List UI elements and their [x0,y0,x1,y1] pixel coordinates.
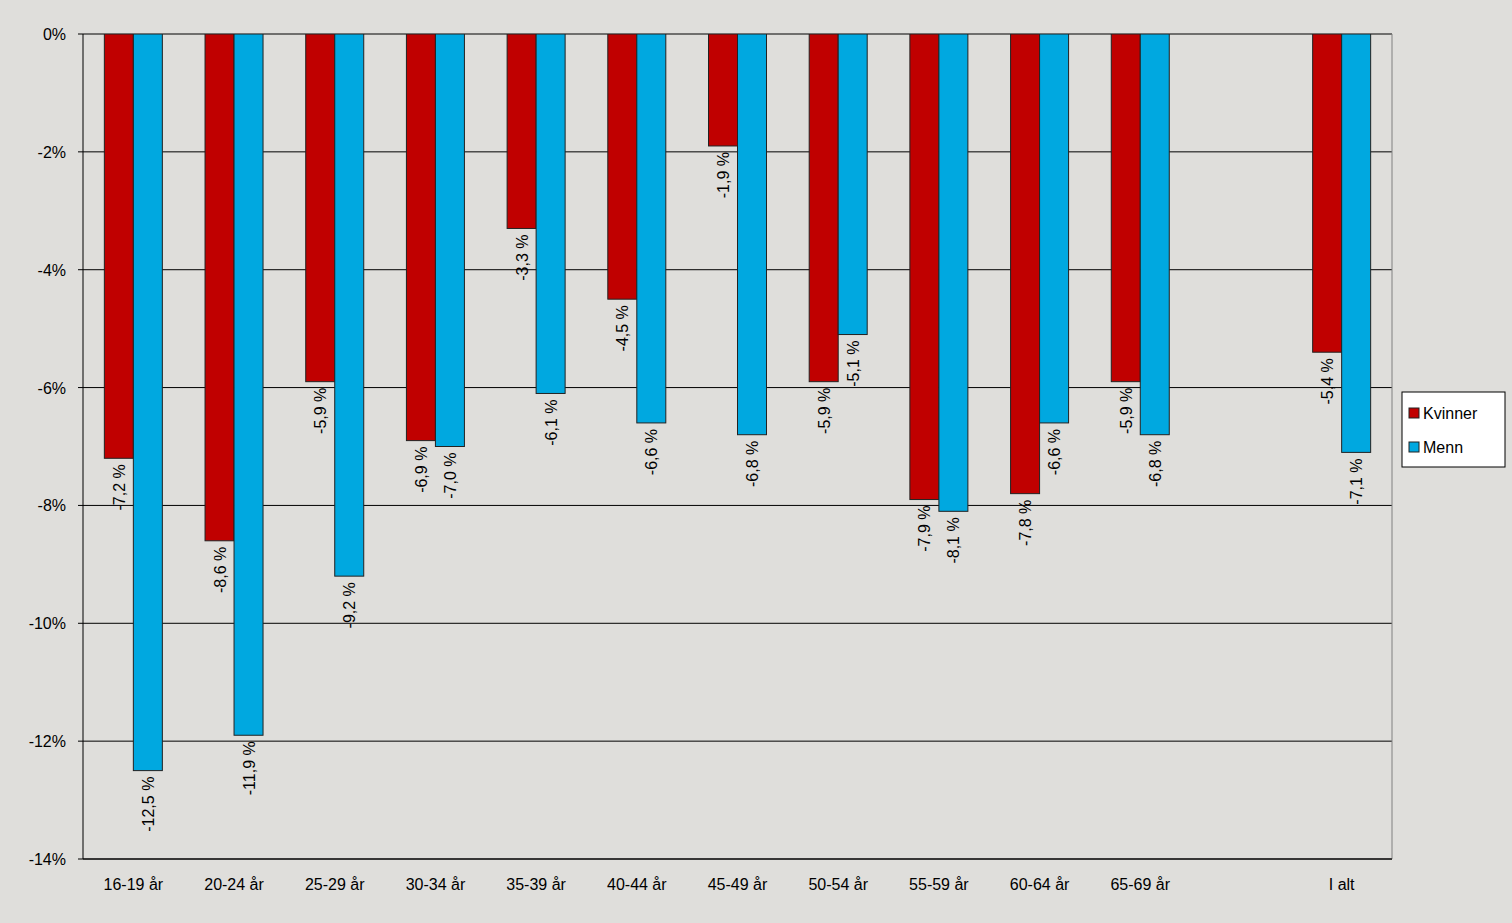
tick-mark [78,505,83,506]
category-label: 35-39 år [506,876,566,893]
grid-line [83,859,1392,860]
bar [1040,34,1069,423]
data-label: -3,3 % [514,234,531,280]
data-label: -5,9 % [816,388,833,434]
tick-label: -6% [38,380,66,397]
bar [234,34,263,735]
data-label: -5,4 % [1319,358,1336,404]
grid-line [83,741,1392,742]
bar [1011,34,1040,494]
category-label: 20-24 år [204,876,264,893]
data-label: -7,9 % [916,506,933,552]
bar [1140,34,1169,435]
category-label: 30-34 år [406,876,466,893]
bar [406,34,435,441]
data-label: -7,1 % [1348,458,1365,504]
category-label: 60-64 år [1010,876,1070,893]
category-label: 25-29 år [305,876,365,893]
x-axis [83,859,1392,860]
tick-label: -4% [38,262,66,279]
bar [104,34,133,458]
bar [939,34,968,511]
tick-mark [78,151,83,152]
data-label: -12,5 % [140,777,157,832]
data-label: -7,8 % [1017,500,1034,546]
tick-mark [78,623,83,624]
tick-mark [78,741,83,742]
legend-label: Menn [1423,439,1463,456]
data-labels: -7,2 % -8,6 % -5,9 % -6,9 % -3,3 % -4,5 % -1,9… [111,152,1365,832]
data-label: -6,9 % [413,447,430,493]
data-label: -5,1 % [845,341,862,387]
legend-label: Kvinner [1423,405,1478,422]
grid-line [83,505,1392,506]
category-label: 50-54 år [808,876,868,893]
tick-mark [78,387,83,388]
category-label: 45-49 år [708,876,768,893]
tick-label: -10% [29,615,66,632]
tick-label: -2% [38,144,66,161]
data-label: -5,9 % [1118,388,1135,434]
tick-mark [78,34,83,35]
data-label: -6,1 % [543,399,560,445]
data-label: -8,6 % [212,547,229,593]
bar [838,34,867,335]
bar [205,34,234,541]
bar [809,34,838,382]
bar [1313,34,1342,352]
data-label: -9,2 % [341,582,358,628]
bars [104,34,1370,771]
data-label: -8,1 % [945,517,962,563]
bar [306,34,335,382]
bar [608,34,637,299]
bar [910,34,939,500]
data-label: -11,9 % [241,741,258,795]
tick-label: -8% [38,497,66,514]
tick-mark [78,859,83,860]
tick-label: -14% [29,851,66,868]
category-label: 40-44 år [607,876,667,893]
bar [435,34,464,447]
category-label: 65-69 år [1110,876,1170,893]
data-label: -6,8 % [744,441,761,487]
data-label: -1,9 % [715,152,732,198]
chart: 0% -2% -4% -6% -8% -10% -12% -14% -7,2 % -8,6 % -5… [0,0,1512,923]
bar [1342,34,1371,452]
bar [335,34,364,576]
data-label: -4,5 % [614,305,631,351]
data-label: -5,9 % [312,388,329,434]
category-label: I alt [1329,876,1355,893]
bar [536,34,565,393]
bar [709,34,738,146]
bar [507,34,536,228]
bar [738,34,767,435]
legend-swatch [1409,442,1419,452]
category-label: 16-19 år [104,876,164,893]
tick-label: 0% [43,26,66,43]
bar [1111,34,1140,382]
data-label: -6,6 % [1046,429,1063,475]
y-axis [83,34,84,859]
legend-swatch [1409,408,1419,418]
data-label: -6,6 % [643,429,660,475]
legend-box [1402,392,1505,467]
grid-line [83,623,1392,624]
plot-frame [1392,34,1393,859]
data-label: -7,0 % [442,453,459,499]
legend: Kvinner Menn [1402,392,1505,467]
category-label: 55-59 år [909,876,969,893]
data-label: -7,2 % [111,464,128,510]
data-label: -6,8 % [1147,441,1164,487]
bar [637,34,666,423]
tick-label: -12% [29,733,66,750]
bar [133,34,162,771]
tick-mark [78,269,83,270]
